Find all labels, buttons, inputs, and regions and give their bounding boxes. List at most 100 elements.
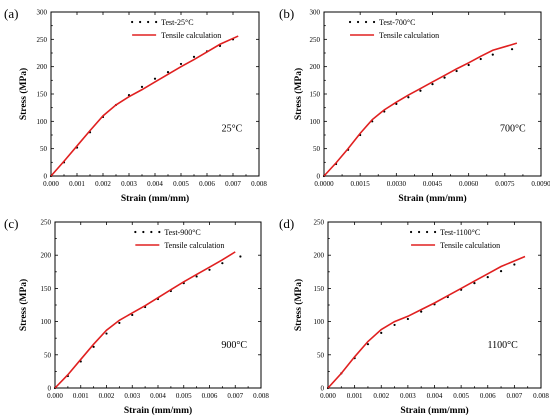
y-tick-label: 300 — [37, 9, 48, 17]
x-tick-label: 0.004 — [150, 392, 166, 400]
legend: Test-700°C Tensile calculation — [348, 18, 439, 40]
series-line-calculation — [50, 35, 239, 177]
legend-swatch-dot — [417, 230, 421, 234]
plot-frame — [54, 221, 262, 389]
legend-swatch-dot — [372, 20, 376, 24]
legend-swatch-dot — [348, 20, 352, 24]
x-tick-label: 0.006 — [480, 392, 496, 400]
panel-label: (d) — [279, 216, 294, 231]
legend-label: Test-700°C — [379, 18, 415, 27]
panel-label: (a) — [4, 6, 18, 21]
x-tick-label: 0.001 — [347, 392, 363, 400]
series-point-test — [118, 321, 121, 325]
series-point-test — [192, 55, 196, 58]
series-point-test — [420, 310, 423, 313]
series-point-test — [221, 262, 224, 265]
panel-label: (b) — [279, 6, 294, 21]
y-tick-label: 300 — [310, 9, 321, 17]
series-point-test — [179, 62, 183, 66]
x-tick-label: 0.002 — [373, 392, 389, 400]
x-tick-label: 0.000 — [47, 392, 63, 400]
x-tick-label: 0.001 — [69, 180, 85, 188]
x-tick-label: 0.005 — [173, 180, 189, 188]
series-point-test — [473, 281, 476, 285]
series-point-test — [393, 323, 396, 327]
y-tick-label: 250 — [41, 219, 52, 227]
series-point-test — [166, 71, 170, 74]
legend-label: Test-900°C — [164, 228, 200, 237]
y-tick-label: 100 — [37, 118, 48, 126]
legend: Test-1100°C Tensile calculation — [409, 228, 500, 250]
y-tick-label: 50 — [313, 145, 321, 153]
series-line-calculation — [327, 255, 526, 389]
series-point-test — [140, 85, 144, 88]
y-tick-label: 250 — [310, 36, 321, 44]
x-axis-title: Strain (mm/mm) — [121, 193, 189, 204]
series-point-test — [510, 48, 514, 51]
x-axis-title: Strain (mm/mm) — [400, 405, 468, 416]
legend-label: Test-1100°C — [440, 228, 480, 237]
y-tick-label: 50 — [317, 351, 325, 359]
chart-panel-1: 0.000 0.001 0.002 0.003 0.004 0.005 0.006 0.007… — [4, 6, 267, 204]
temperature-label: 1100°C — [488, 340, 519, 351]
x-axis-title: Strain (mm/mm) — [124, 405, 192, 416]
chart-panel-2: 0.0000 0.0015 0.0030 0.0045 0.0060 0.0075 0.00… — [279, 6, 550, 204]
x-tick-label: 0.005 — [453, 392, 469, 400]
y-tick-label: 150 — [314, 285, 325, 293]
series-point-test — [479, 57, 482, 61]
y-tick-label: 0 — [321, 385, 325, 393]
series-point-test — [499, 270, 503, 273]
y-tick-label: 0 — [48, 385, 52, 393]
legend-swatch-dot — [433, 230, 437, 234]
legend-swatch-dot — [142, 230, 145, 234]
y-tick-label: 0 — [317, 173, 321, 181]
series-point-test — [366, 343, 370, 346]
y-axis-title: Stress (MPa) — [18, 279, 29, 331]
x-tick-label: 0.002 — [95, 180, 111, 188]
y-tick-label: 50 — [40, 145, 48, 153]
series-point-test — [486, 276, 489, 279]
legend-swatch-dot — [139, 20, 142, 24]
y-tick-label: 0 — [44, 173, 48, 181]
x-tick-label: 0.003 — [124, 392, 140, 400]
series-point-test — [406, 317, 409, 321]
x-tick-label: 0.0090 — [531, 180, 550, 188]
x-tick-label: 0.004 — [147, 180, 163, 188]
panel-label: (c) — [4, 216, 18, 231]
y-tick-label: 250 — [37, 36, 48, 44]
x-tick-label: 0.003 — [400, 392, 416, 400]
series-point-test — [419, 89, 422, 92]
series-point-test — [455, 69, 458, 73]
x-tick-label: 0.005 — [176, 392, 192, 400]
y-tick-label: 150 — [310, 91, 321, 99]
y-tick-label: 100 — [310, 118, 321, 126]
chart-panel-4: 0.000 0.001 0.002 0.003 0.004 0.005 0.006 0.007… — [279, 216, 549, 416]
series-point-test — [239, 255, 242, 258]
legend: Test-900°C Tensile calculation — [134, 228, 224, 250]
legend-label: Test-25°C — [161, 18, 193, 27]
x-tick-label: 0.001 — [73, 392, 89, 400]
legend-swatch-dot — [131, 20, 134, 24]
x-tick-label: 0.0075 — [495, 180, 515, 188]
legend-label: Tensile calculation — [164, 241, 224, 250]
x-axis-title: Strain (mm/mm) — [398, 193, 466, 204]
x-tick-label: 0.0060 — [459, 180, 479, 188]
x-tick-label: 0.008 — [533, 392, 549, 400]
x-tick-label: 0.007 — [507, 392, 523, 400]
series-point-test — [443, 76, 446, 79]
temperature-label: 900°C — [221, 340, 247, 351]
y-tick-label: 200 — [314, 252, 325, 260]
series-point-test — [513, 263, 516, 266]
chart-panel-3: 0.000 0.001 0.002 0.003 0.004 0.005 0.006 0.007… — [4, 216, 269, 416]
x-tick-label: 0.0000 — [314, 180, 334, 188]
series-point-test — [208, 268, 211, 271]
legend-swatch-dot — [150, 230, 153, 234]
x-tick-label: 0.0015 — [351, 180, 371, 188]
legend-label: Tensile calculation — [440, 241, 500, 250]
series-point-test — [467, 63, 470, 67]
legend-swatch-dot — [147, 20, 150, 24]
legend-swatch-dot — [409, 230, 413, 234]
x-tick-label: 0.000 — [320, 392, 336, 400]
x-tick-label: 0.007 — [225, 180, 241, 188]
